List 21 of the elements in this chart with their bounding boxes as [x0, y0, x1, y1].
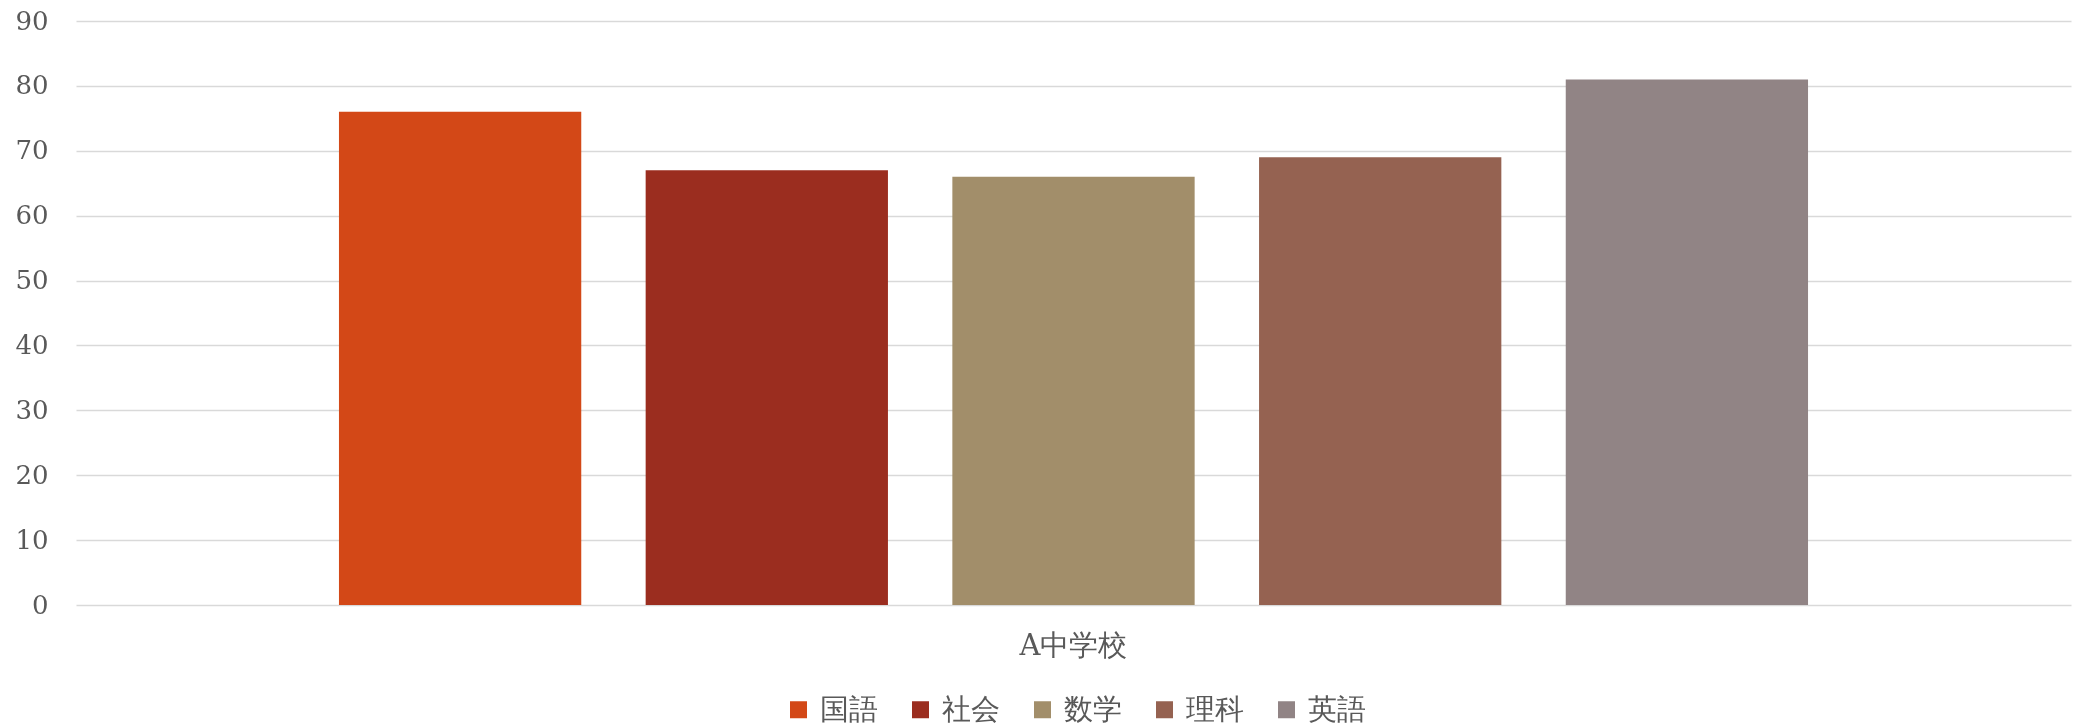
y-tick-label: 30	[15, 394, 49, 425]
legend-label: 英語	[1308, 691, 1366, 725]
legend-label: 理科	[1186, 691, 1244, 725]
legend-label: 国語	[820, 691, 878, 725]
y-tick-label: 10	[15, 524, 49, 555]
y-tick-label: 0	[31, 589, 49, 620]
y-tick-label: 90	[15, 5, 49, 36]
y-tick-label: 40	[15, 329, 49, 360]
bar	[645, 170, 888, 605]
bar	[1259, 157, 1502, 605]
y-tick-label: 80	[15, 70, 49, 101]
bar	[952, 176, 1195, 605]
y-tick-label: 50	[15, 265, 49, 296]
bar	[338, 111, 582, 605]
x-tick-label: A中学校	[1018, 627, 1128, 662]
y-tick-label: 60	[15, 200, 49, 231]
bar	[1565, 79, 1809, 605]
legend-label: 数学	[1064, 691, 1122, 725]
y-tick-label: 20	[15, 459, 49, 490]
y-tick-label: 70	[15, 135, 49, 166]
legend-label: 社会	[942, 691, 1000, 725]
